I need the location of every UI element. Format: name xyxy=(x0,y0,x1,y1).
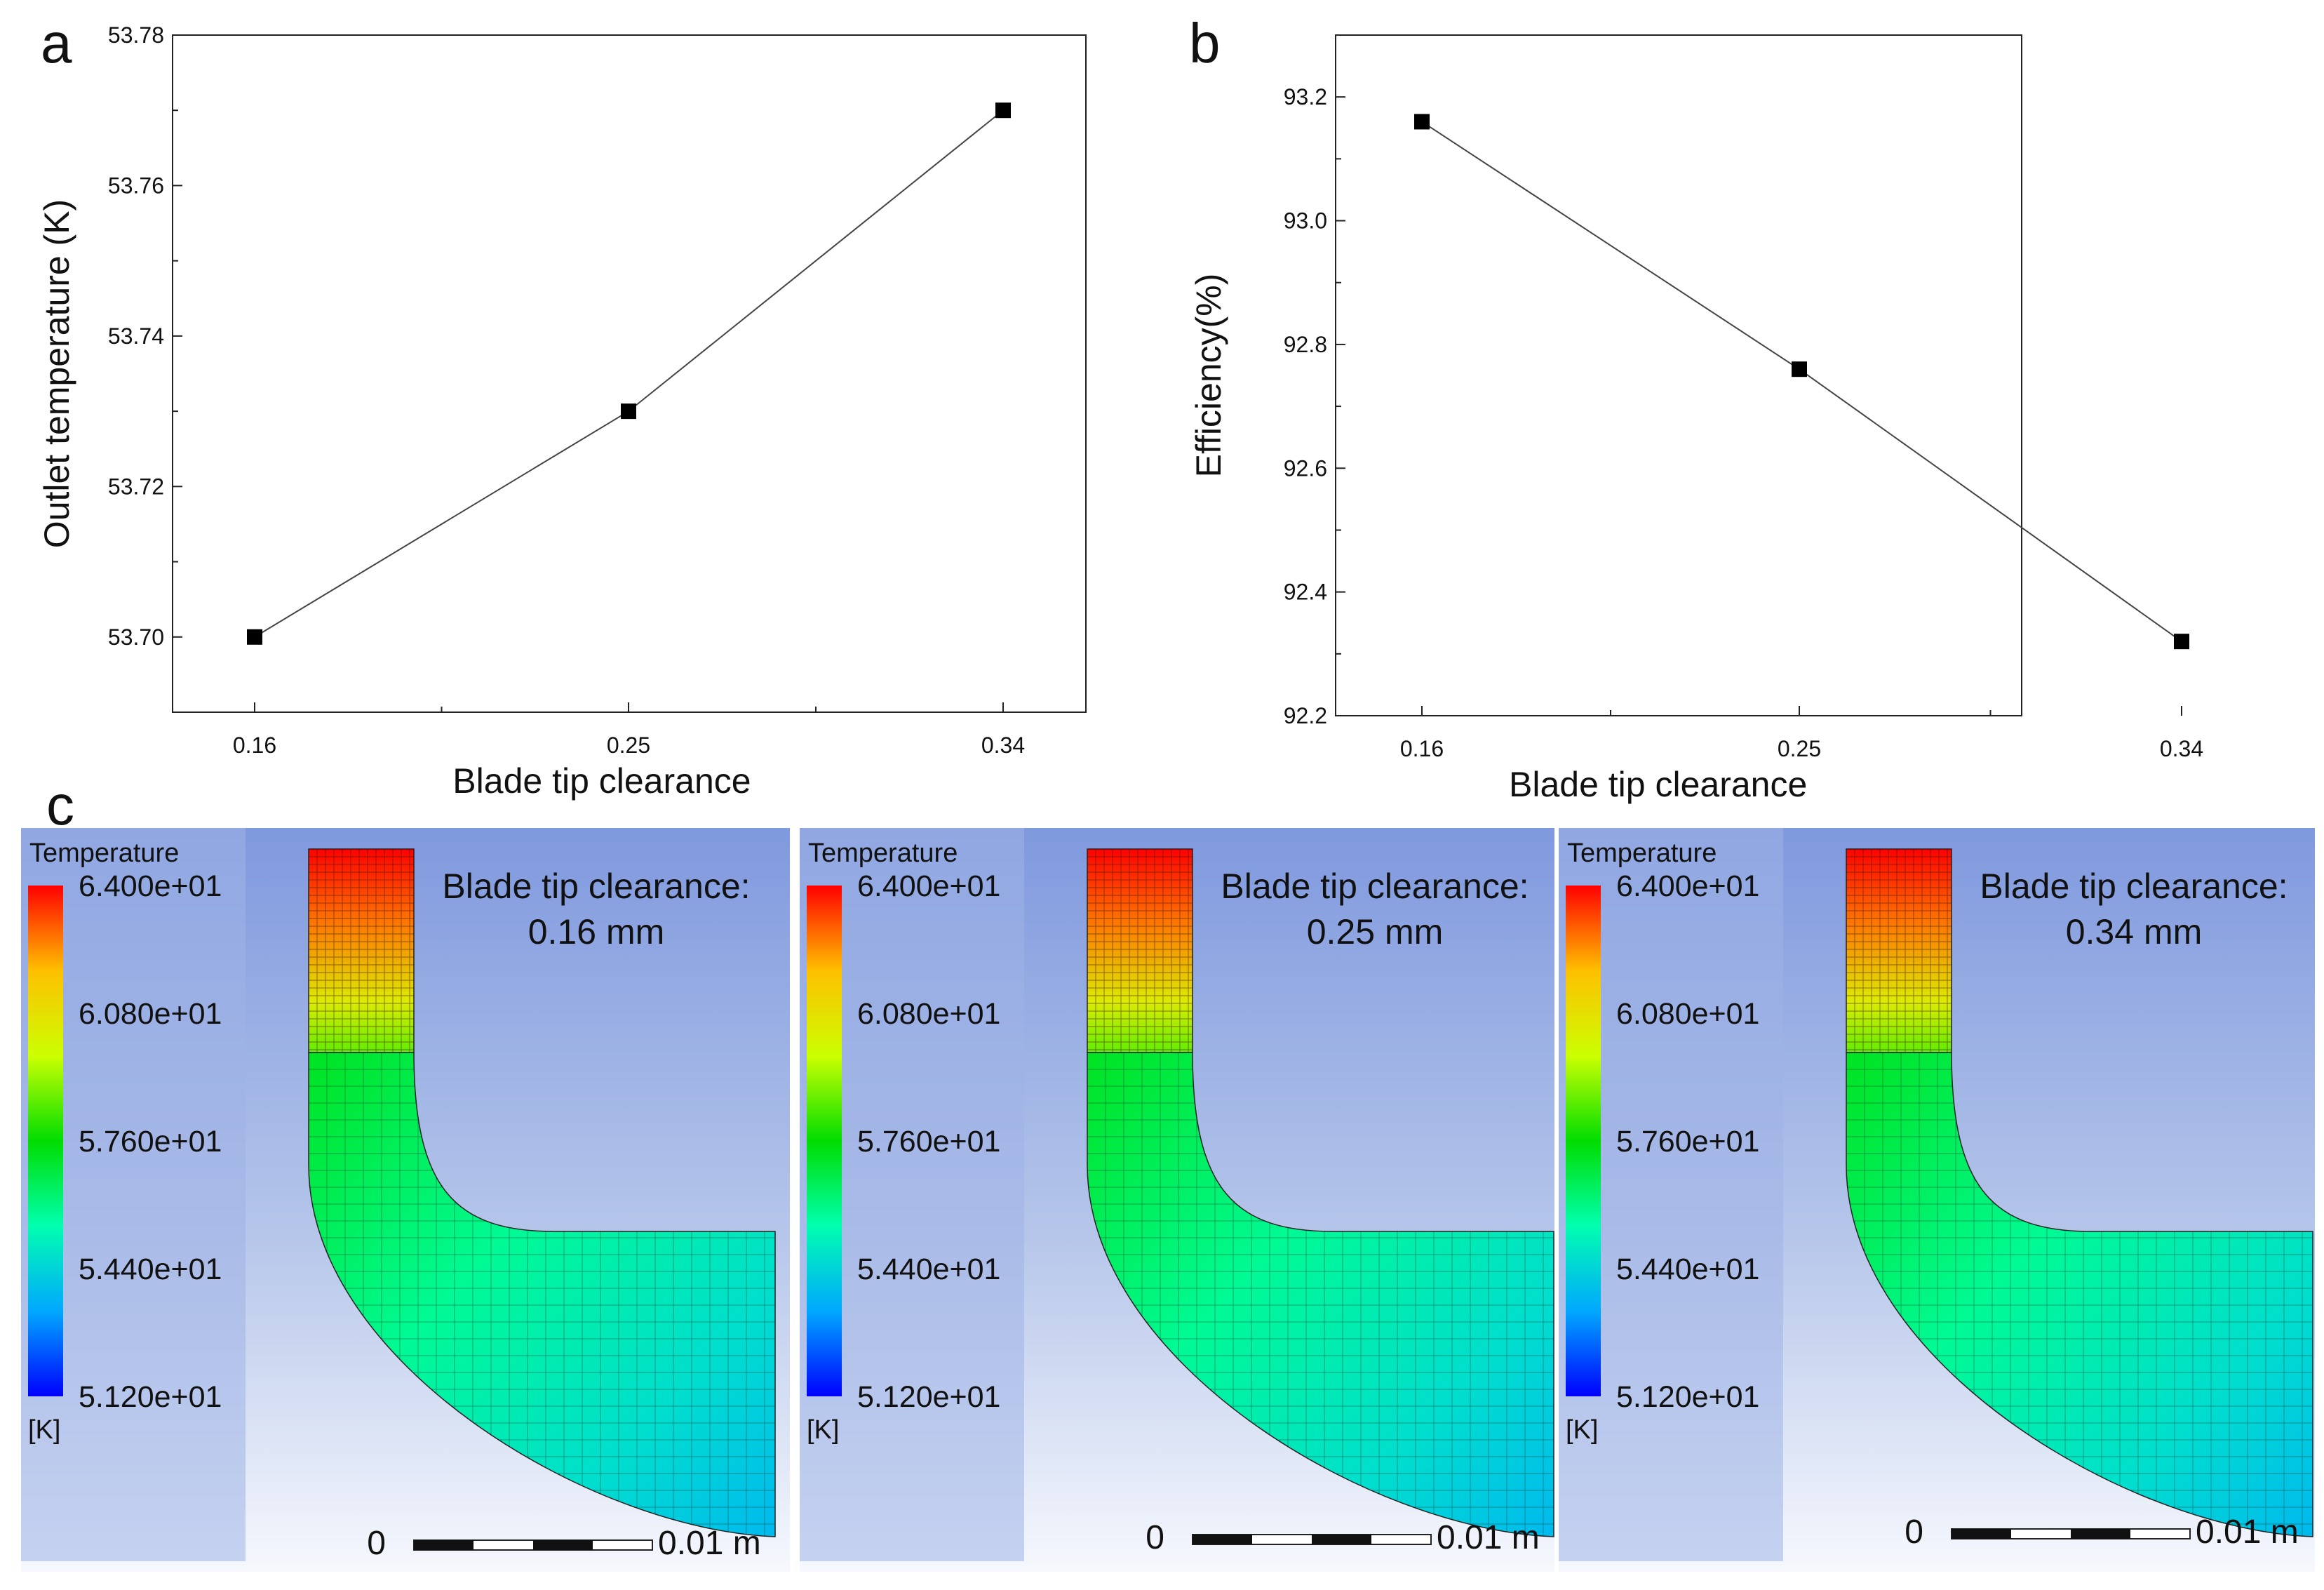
y-axis-title: Efficiency(%) xyxy=(1189,274,1228,478)
series-line xyxy=(1421,121,2182,642)
colorbar-label: 6.080e+01 xyxy=(79,997,222,1031)
chart-outlet-temperature: 53.70 53.72 53.74 53.76 53.78 0.16 0.25 0.34 Bla… xyxy=(37,22,1087,801)
panel-label-b: b xyxy=(1189,12,1221,74)
wheel-body-region xyxy=(308,1052,776,1537)
scale-bar-segment xyxy=(533,1540,593,1550)
colorbar-label: 5.440e+01 xyxy=(79,1252,222,1286)
x-tick-label: 0.25 xyxy=(607,733,650,758)
panel-label-a: a xyxy=(41,12,72,74)
y-tick-label: 93.0 xyxy=(1284,208,1327,234)
x-tick-label: 0.25 xyxy=(1778,736,1821,761)
scale-label-end: 0.01 m xyxy=(658,1525,761,1562)
colorbar-label: 6.080e+01 xyxy=(1616,997,1759,1031)
series-line xyxy=(254,109,1004,638)
colorbar-title: Temperature xyxy=(808,839,958,868)
data-point xyxy=(1792,361,1807,378)
blade-mesh xyxy=(1087,848,1193,1053)
colorbar-label: 5.760e+01 xyxy=(857,1125,1000,1158)
scale-label-start: 0 xyxy=(1905,1514,1923,1551)
colorbar-title: Temperature xyxy=(1567,839,1717,868)
blade-mesh xyxy=(308,848,414,1053)
scale-label-start: 0 xyxy=(1146,1519,1164,1556)
panel-label-c: c xyxy=(46,774,74,836)
x-tick-label: 0.16 xyxy=(1400,736,1444,761)
clearance-caption-value: 0.16 mm xyxy=(528,912,665,951)
colorbar-title: Temperature xyxy=(29,839,179,868)
y-tick-label: 92.6 xyxy=(1284,455,1327,481)
blade-mesh xyxy=(1846,848,1952,1053)
colorbar-label: 6.080e+01 xyxy=(857,997,1000,1031)
clearance-caption-value: 0.34 mm xyxy=(2066,912,2203,951)
x-tick-label: 0.16 xyxy=(233,733,276,758)
x-axis-title: Blade tip clearance xyxy=(452,761,751,801)
data-point xyxy=(2174,634,2189,650)
x-tick-label: 0.34 xyxy=(2160,736,2203,761)
scale-label-end: 0.01 m xyxy=(1437,1519,1540,1556)
x-axis-title: Blade tip clearance xyxy=(1509,765,1807,804)
y-tick-label: 93.2 xyxy=(1284,84,1327,109)
data-point xyxy=(995,102,1011,119)
chart-efficiency: 92.2 92.4 92.6 92.8 93.0 93.2 0.16 0.25 0.34 Blad… xyxy=(1189,34,2203,804)
clearance-caption-title: Blade tip clearance: xyxy=(1221,867,1529,906)
colorbar xyxy=(28,886,63,1396)
plot-frame xyxy=(1335,34,2022,716)
colorbar xyxy=(1566,886,1601,1396)
colorbar-label: 5.120e+01 xyxy=(857,1380,1000,1414)
scale-bar-segment xyxy=(414,1540,473,1550)
scale-bar-segment xyxy=(1193,1535,1252,1544)
y-tick-label: 92.4 xyxy=(1284,580,1327,605)
contour-panel-3: Temperature 6.400e+01 6.080e+01 5.760e+01 5.… xyxy=(1559,828,2315,1572)
colorbar-label: 5.760e+01 xyxy=(1616,1125,1759,1158)
y-axis-title: Outlet temperature (K) xyxy=(37,199,76,548)
scale-bar-segment xyxy=(1312,1535,1371,1544)
plot-frame xyxy=(172,34,1087,713)
colorbar-unit: [K] xyxy=(1566,1415,1598,1445)
clearance-caption-title: Blade tip clearance: xyxy=(442,867,750,906)
colorbar-label: 6.400e+01 xyxy=(1616,869,1759,903)
colorbar-label: 5.120e+01 xyxy=(79,1380,222,1414)
data-point xyxy=(621,403,636,420)
y-tick-label: 53.78 xyxy=(108,22,164,48)
scale-label-end: 0.01 m xyxy=(2196,1514,2299,1551)
colorbar-label: 6.400e+01 xyxy=(857,869,1000,903)
colorbar-label: 5.440e+01 xyxy=(857,1252,1000,1286)
wheel-body-region xyxy=(1846,1052,2313,1537)
clearance-caption-value: 0.25 mm xyxy=(1307,912,1444,951)
clearance-caption-title: Blade tip clearance: xyxy=(1980,867,2288,906)
data-point xyxy=(1414,114,1430,130)
colorbar-label: 6.400e+01 xyxy=(79,869,222,903)
y-tick-label: 53.76 xyxy=(108,173,164,198)
scale-bar-segment xyxy=(1952,1529,2011,1539)
colorbar-label: 5.760e+01 xyxy=(79,1125,222,1158)
scale-label-start: 0 xyxy=(367,1525,386,1562)
data-point xyxy=(247,629,262,645)
y-tick-label: 53.70 xyxy=(108,624,164,650)
contour-panel-1: Temperature 6.400e+01 6.080e+01 5.760e+01 5.… xyxy=(21,828,790,1572)
x-tick-label: 0.34 xyxy=(981,733,1025,758)
y-tick-label: 53.74 xyxy=(108,323,164,349)
colorbar xyxy=(807,886,842,1396)
contour-panel-2: Temperature 6.400e+01 6.080e+01 5.760e+01 5.… xyxy=(800,828,1554,1572)
wheel-body-region xyxy=(1087,1052,1554,1537)
y-tick-label: 92.2 xyxy=(1284,703,1327,728)
colorbar-label: 5.120e+01 xyxy=(1616,1380,1759,1414)
y-tick-label: 92.8 xyxy=(1284,332,1327,357)
colorbar-label: 5.440e+01 xyxy=(1616,1252,1759,1286)
colorbar-unit: [K] xyxy=(807,1415,839,1445)
scale-bar-segment xyxy=(2071,1529,2130,1539)
colorbar-unit: [K] xyxy=(28,1415,60,1445)
y-tick-label: 53.72 xyxy=(108,474,164,499)
